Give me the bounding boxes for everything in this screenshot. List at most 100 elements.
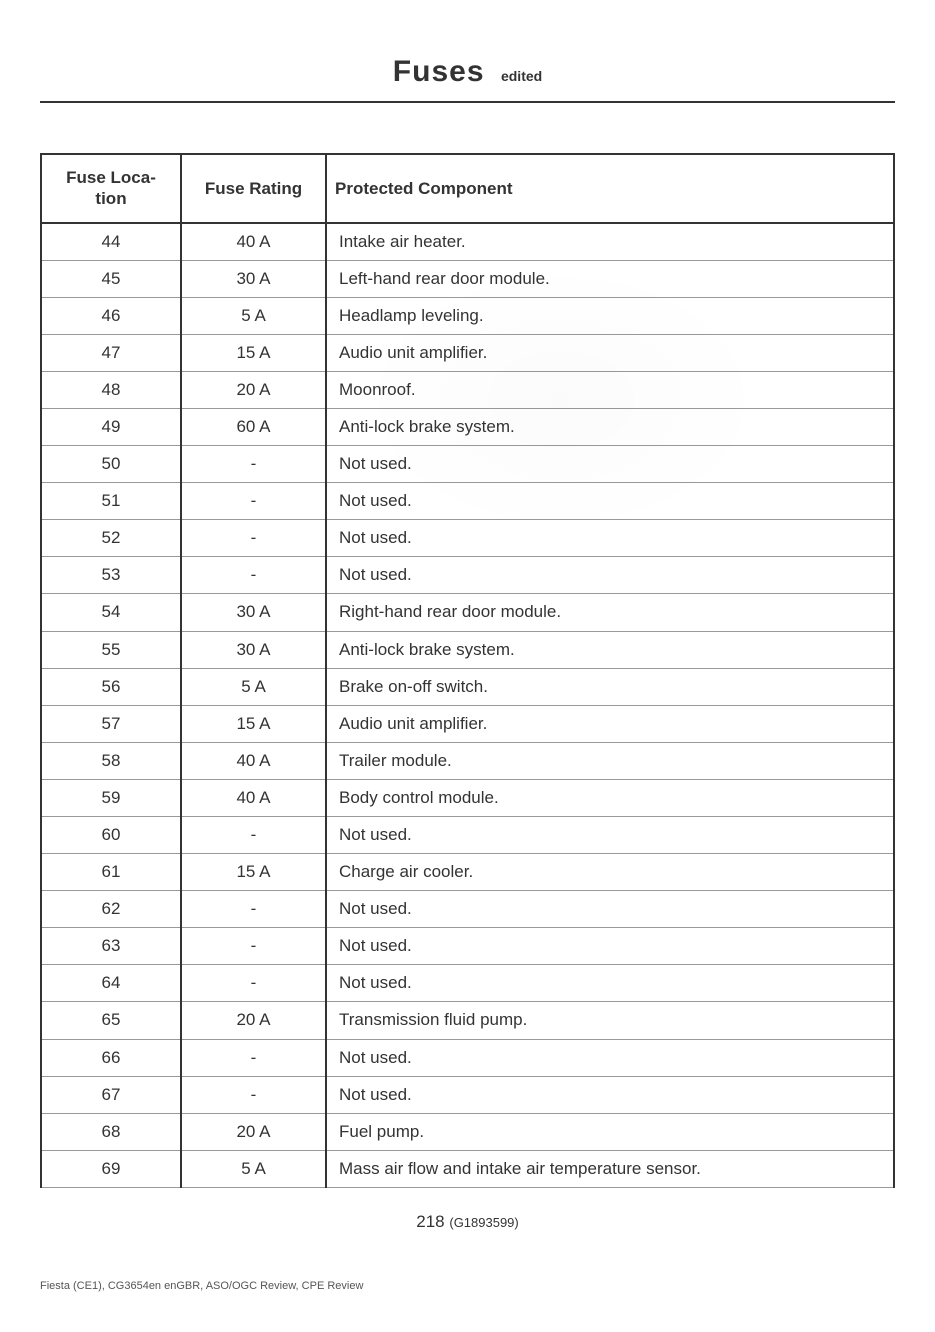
cell-location: 48 bbox=[41, 371, 181, 408]
table-row: 60-Not used. bbox=[41, 817, 894, 854]
cell-component: Not used. bbox=[326, 446, 894, 483]
cell-location: 50 bbox=[41, 446, 181, 483]
table-header-component: Protected Component bbox=[326, 154, 894, 223]
cell-rating: 15 A bbox=[181, 854, 326, 891]
cell-rating: 5 A bbox=[181, 297, 326, 334]
cell-rating: - bbox=[181, 557, 326, 594]
table-row: 6115 ACharge air cooler. bbox=[41, 854, 894, 891]
page-footer: 218 (G1893599) bbox=[0, 1212, 935, 1232]
table-row: 4440 AIntake air heater. bbox=[41, 223, 894, 261]
cell-rating: - bbox=[181, 1039, 326, 1076]
cell-component: Not used. bbox=[326, 965, 894, 1002]
cell-component: Not used. bbox=[326, 817, 894, 854]
cell-location: 64 bbox=[41, 965, 181, 1002]
table-body: 4440 AIntake air heater.4530 ALeft-hand … bbox=[41, 223, 894, 1188]
cell-rating: 20 A bbox=[181, 1113, 326, 1150]
cell-location: 45 bbox=[41, 260, 181, 297]
table-row: 565 ABrake on-off switch. bbox=[41, 668, 894, 705]
cell-location: 68 bbox=[41, 1113, 181, 1150]
page-subtitle: edited bbox=[501, 68, 542, 84]
cell-location: 58 bbox=[41, 742, 181, 779]
cell-component: Not used. bbox=[326, 483, 894, 520]
cell-rating: 20 A bbox=[181, 371, 326, 408]
cell-component: Not used. bbox=[326, 891, 894, 928]
table-row: 62-Not used. bbox=[41, 891, 894, 928]
table-row: 67-Not used. bbox=[41, 1076, 894, 1113]
table-row: 64-Not used. bbox=[41, 965, 894, 1002]
table-row: 6820 AFuel pump. bbox=[41, 1113, 894, 1150]
cell-location: 51 bbox=[41, 483, 181, 520]
cell-component: Right-hand rear door module. bbox=[326, 594, 894, 631]
fuse-table: Fuse Loca-tionFuse RatingProtected Compo… bbox=[40, 153, 895, 1188]
table-row: 4715 AAudio unit amplifier. bbox=[41, 334, 894, 371]
cell-rating: 40 A bbox=[181, 742, 326, 779]
cell-rating: 5 A bbox=[181, 668, 326, 705]
table-row: 6520 ATransmission fluid pump. bbox=[41, 1002, 894, 1039]
cell-location: 57 bbox=[41, 705, 181, 742]
cell-component: Audio unit amplifier. bbox=[326, 705, 894, 742]
cell-component: Anti-lock brake system. bbox=[326, 631, 894, 668]
table-row: 695 AMass air flow and intake air temper… bbox=[41, 1150, 894, 1187]
table-row: 4530 ALeft-hand rear door module. bbox=[41, 260, 894, 297]
cell-rating: - bbox=[181, 446, 326, 483]
table-header-location: Fuse Loca-tion bbox=[41, 154, 181, 223]
cell-component: Not used. bbox=[326, 1076, 894, 1113]
cell-component: Charge air cooler. bbox=[326, 854, 894, 891]
cell-component: Left-hand rear door module. bbox=[326, 260, 894, 297]
cell-rating: 60 A bbox=[181, 408, 326, 445]
cell-location: 44 bbox=[41, 223, 181, 261]
table-row: 52-Not used. bbox=[41, 520, 894, 557]
table-row: 50-Not used. bbox=[41, 446, 894, 483]
table-header: Fuse Loca-tionFuse RatingProtected Compo… bbox=[41, 154, 894, 223]
cell-rating: - bbox=[181, 928, 326, 965]
cell-component: Trailer module. bbox=[326, 742, 894, 779]
cell-rating: - bbox=[181, 483, 326, 520]
page-title: Fuses bbox=[393, 55, 485, 88]
page-number: 218 bbox=[416, 1212, 444, 1231]
table-row: 53-Not used. bbox=[41, 557, 894, 594]
table-row: 51-Not used. bbox=[41, 483, 894, 520]
cell-component: Body control module. bbox=[326, 779, 894, 816]
cell-location: 69 bbox=[41, 1150, 181, 1187]
cell-component: Fuel pump. bbox=[326, 1113, 894, 1150]
cell-rating: - bbox=[181, 891, 326, 928]
cell-component: Headlamp leveling. bbox=[326, 297, 894, 334]
table-row: 63-Not used. bbox=[41, 928, 894, 965]
cell-component: Audio unit amplifier. bbox=[326, 334, 894, 371]
cell-rating: 40 A bbox=[181, 779, 326, 816]
cell-location: 46 bbox=[41, 297, 181, 334]
cell-rating: 5 A bbox=[181, 1150, 326, 1187]
cell-location: 60 bbox=[41, 817, 181, 854]
cell-component: Moonroof. bbox=[326, 371, 894, 408]
table-row: 4820 AMoonroof. bbox=[41, 371, 894, 408]
cell-component: Mass air flow and intake air temperature… bbox=[326, 1150, 894, 1187]
table-row: 5940 ABody control module. bbox=[41, 779, 894, 816]
cell-rating: - bbox=[181, 965, 326, 1002]
cell-rating: 15 A bbox=[181, 705, 326, 742]
cell-location: 65 bbox=[41, 1002, 181, 1039]
doc-id: (G1893599) bbox=[449, 1215, 518, 1230]
cell-component: Not used. bbox=[326, 928, 894, 965]
cell-location: 47 bbox=[41, 334, 181, 371]
cell-rating: 30 A bbox=[181, 631, 326, 668]
cell-rating: - bbox=[181, 520, 326, 557]
cell-component: Intake air heater. bbox=[326, 223, 894, 261]
table-row: 5840 ATrailer module. bbox=[41, 742, 894, 779]
cell-location: 49 bbox=[41, 408, 181, 445]
table-row: 5430 ARight-hand rear door module. bbox=[41, 594, 894, 631]
cell-location: 62 bbox=[41, 891, 181, 928]
cell-location: 66 bbox=[41, 1039, 181, 1076]
cell-component: Transmission fluid pump. bbox=[326, 1002, 894, 1039]
cell-component: Not used. bbox=[326, 1039, 894, 1076]
table-row: 5715 AAudio unit amplifier. bbox=[41, 705, 894, 742]
cell-component: Not used. bbox=[326, 520, 894, 557]
cell-location: 56 bbox=[41, 668, 181, 705]
table-header-rating: Fuse Rating bbox=[181, 154, 326, 223]
cell-rating: 20 A bbox=[181, 1002, 326, 1039]
table-row: 465 AHeadlamp leveling. bbox=[41, 297, 894, 334]
cell-rating: 30 A bbox=[181, 594, 326, 631]
cell-component: Not used. bbox=[326, 557, 894, 594]
cell-location: 55 bbox=[41, 631, 181, 668]
table-header-row: Fuse Loca-tionFuse RatingProtected Compo… bbox=[41, 154, 894, 223]
cell-rating: - bbox=[181, 1076, 326, 1113]
